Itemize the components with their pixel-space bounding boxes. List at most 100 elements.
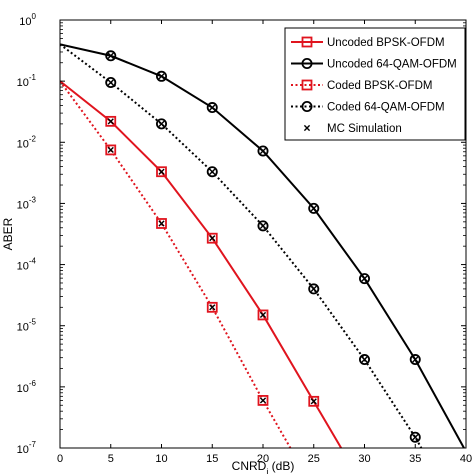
mc-cross-stroke (209, 104, 216, 111)
y-tick-label-base: 10 (17, 77, 29, 89)
data-point (156, 166, 167, 178)
y-tick-label: 10-3 (17, 195, 37, 211)
data-point (206, 102, 218, 114)
mc-simulation-point (107, 146, 114, 154)
data-point (257, 145, 269, 157)
mc-simulation-point (412, 434, 419, 441)
x-tick-label: 5 (108, 453, 114, 465)
y-tick-label-base: 10 (17, 322, 29, 334)
x-tick-label: 40 (460, 453, 472, 465)
y-tick-label-exponent: -6 (29, 379, 37, 388)
mc-cross-stroke (209, 168, 216, 175)
x-axis-label-subscript: j (265, 467, 268, 474)
mc-cross-stroke (412, 356, 419, 363)
mc-simulation-point (209, 304, 216, 311)
mc-simulation-point (310, 398, 317, 405)
data-point (206, 232, 218, 244)
mc-cross-stroke (209, 235, 216, 242)
mc-cross-stroke (310, 398, 317, 405)
data-point (105, 144, 117, 156)
legend-entry-label: MC Simulation (327, 123, 402, 135)
mc-simulation-point (107, 52, 114, 59)
mc-simulation-point (107, 79, 114, 86)
y-tick-label-exponent: -2 (29, 134, 37, 143)
legend-marker (303, 124, 311, 132)
mc-simulation-point (310, 285, 317, 292)
data-point (155, 70, 167, 82)
y-tick-label-exponent: -4 (29, 257, 37, 266)
data-point (308, 395, 320, 407)
mc-simulation-point (259, 222, 267, 229)
y-tick-label-base: 10 (17, 444, 29, 456)
mc-simulation-point (361, 356, 368, 363)
mc-cross-stroke (303, 124, 311, 132)
x-tick-label: 20 (257, 453, 269, 465)
legend: Uncoded BPSK-OFDM Uncoded 64-QAM-OFDM Code… (284, 27, 466, 141)
mc-cross-stroke (361, 275, 368, 282)
legend-marker (301, 58, 313, 70)
mc-cross-stroke (361, 356, 368, 363)
mc-simulation-point (259, 397, 267, 404)
x-tick-label: 25 (308, 453, 320, 465)
data-point (409, 431, 421, 443)
data-point (409, 354, 421, 366)
legend-entry-label: Uncoded BPSK-OFDM (327, 37, 445, 49)
mc-cross-stroke (209, 304, 216, 311)
mc-simulation-point (310, 205, 317, 212)
mc-simulation-point (107, 118, 114, 125)
legend-marker (301, 101, 313, 113)
data-point (308, 202, 320, 214)
legend-entry-label: Coded BPSK-OFDM (327, 80, 432, 92)
mc-cross-stroke (310, 285, 317, 292)
data-point (105, 50, 117, 62)
data-point (257, 395, 269, 406)
mc-cross-stroke (158, 120, 165, 127)
series-coded-64-qam-ofdm (60, 43, 423, 448)
mc-cross-stroke (107, 118, 114, 125)
data-point (257, 309, 269, 321)
x-tick-label: 35 (409, 453, 421, 465)
y-tick-label-base: 10 (19, 16, 31, 28)
y-tick-label-exponent: -3 (29, 195, 37, 204)
y-tick-label-exponent: 0 (32, 12, 37, 21)
x-tick-label: 15 (206, 453, 218, 465)
mc-cross-stroke (158, 168, 165, 175)
mc-simulation-point (361, 275, 368, 282)
data-point (206, 301, 218, 313)
data-point (105, 77, 117, 89)
y-tick-label: 10-5 (17, 318, 37, 334)
mc-cross-stroke (158, 220, 165, 227)
data-point (358, 273, 370, 285)
mc-cross-stroke (107, 52, 114, 59)
series-line (60, 80, 292, 448)
series-coded-bpsk-ofdm (60, 80, 292, 448)
mc-cross-stroke (259, 311, 267, 319)
axis-ticks: 0 5 10 15 20 25 30 35 4010010-110-210-310-410-51… (17, 12, 473, 465)
y-axis-label: ABER (1, 217, 15, 250)
mc-simulation-point (209, 235, 216, 242)
x-axis-label-main: CNRD (232, 459, 267, 473)
mc-cross-stroke (412, 434, 419, 441)
y-tick-label-base: 10 (17, 261, 29, 273)
mc-simulation-point (158, 120, 165, 127)
mc-cross-stroke (310, 205, 317, 212)
data-point (308, 283, 320, 295)
mc-cross-stroke (107, 146, 114, 154)
y-tick-label: 10-4 (17, 257, 37, 273)
x-axis-label-unit: (dB) (268, 459, 294, 473)
mc-simulation-point (158, 168, 165, 175)
mc-cross-stroke (107, 79, 114, 86)
legend-entry-label: Coded 64-QAM-OFDM (327, 102, 445, 114)
x-axis-label: CNRDj (dB) (232, 459, 295, 474)
y-tick-label-base: 10 (17, 199, 29, 211)
series-uncoded-64-qam-ofdm (60, 43, 465, 448)
legend-entry-label: Uncoded 64-QAM-OFDM (327, 59, 457, 71)
series-uncoded-bpsk-ofdm (60, 80, 343, 448)
series-layer (60, 43, 465, 448)
x-tick-label: 0 (57, 453, 63, 465)
data-point (156, 218, 167, 229)
y-tick-label: 10-7 (17, 440, 37, 456)
mc-simulation-point (259, 147, 267, 155)
mc-cross-stroke (158, 73, 165, 80)
